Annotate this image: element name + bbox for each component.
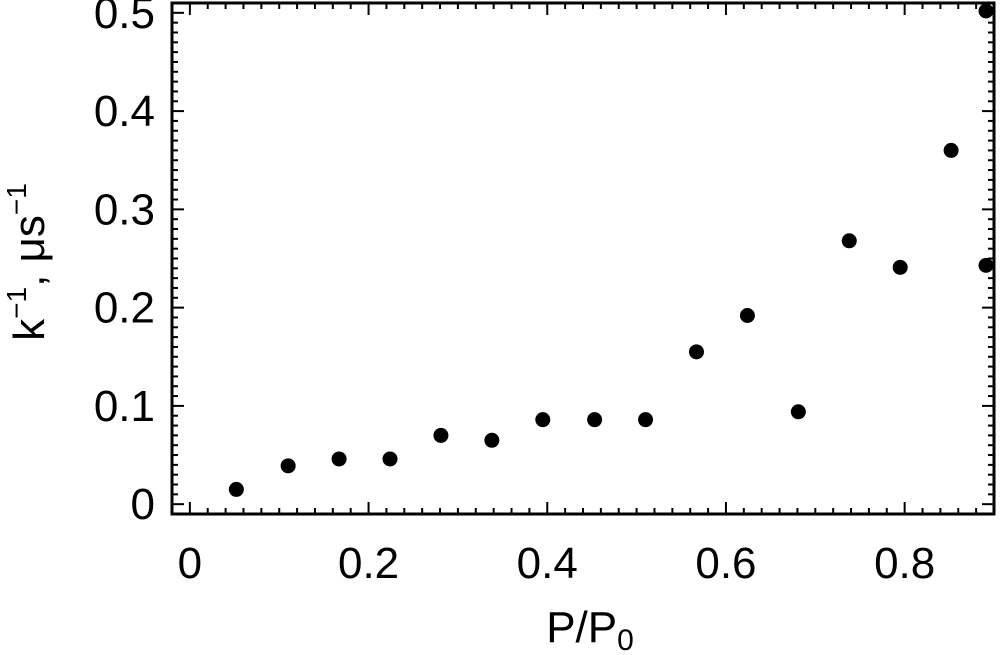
x-tick-label: 0.6 — [695, 539, 756, 588]
plot-frame — [170, 1, 996, 516]
y-axis-label: k−1, μs−1 — [1, 183, 54, 341]
data-point — [943, 142, 959, 158]
x-tick-labels: 0 0.2 0.4 0.6 0.8 — [178, 539, 936, 588]
y-tick-label: 0.2 — [94, 284, 155, 333]
data-point — [484, 432, 500, 448]
y-tick-label: 0.1 — [94, 382, 155, 431]
x-tick-label: 0 — [178, 539, 202, 588]
data-point — [638, 412, 654, 428]
data-point — [892, 259, 908, 275]
x-axis-label-sub: 0 — [617, 624, 634, 655]
data-point — [841, 233, 857, 249]
data-point — [280, 458, 296, 474]
y-tick-label: 0.3 — [94, 185, 155, 234]
y-axis-label-mid: , μs — [5, 215, 54, 287]
y-axis-label-base: k — [5, 318, 54, 341]
data-point — [978, 3, 994, 19]
y-tick-labels: 0 0.1 0.2 0.3 0.4 0.5 — [94, 0, 155, 529]
data-points — [228, 3, 994, 497]
y-tick-label: 0.4 — [94, 87, 155, 136]
y-axis-label-sup1: −1 — [1, 287, 32, 319]
data-point — [433, 427, 449, 443]
x-tick-label: 0.4 — [517, 539, 578, 588]
y-tick-label: 0 — [131, 480, 155, 529]
data-point — [228, 481, 244, 497]
data-point — [382, 451, 398, 467]
data-point — [535, 412, 551, 428]
axis-ticks — [171, 2, 995, 514]
data-point — [790, 404, 806, 420]
data-point — [587, 412, 603, 428]
x-tick-label: 0.8 — [874, 539, 935, 588]
x-axis-label-base: P/P — [546, 603, 617, 652]
y-axis-label-sup2: −1 — [1, 183, 32, 215]
data-point — [331, 451, 347, 467]
x-axis-label: P/P0 — [546, 603, 634, 655]
data-point — [739, 307, 755, 323]
x-tick-label: 0.2 — [338, 539, 399, 588]
data-point — [688, 344, 704, 360]
data-point — [978, 257, 994, 273]
y-tick-label: 0.5 — [94, 0, 155, 38]
